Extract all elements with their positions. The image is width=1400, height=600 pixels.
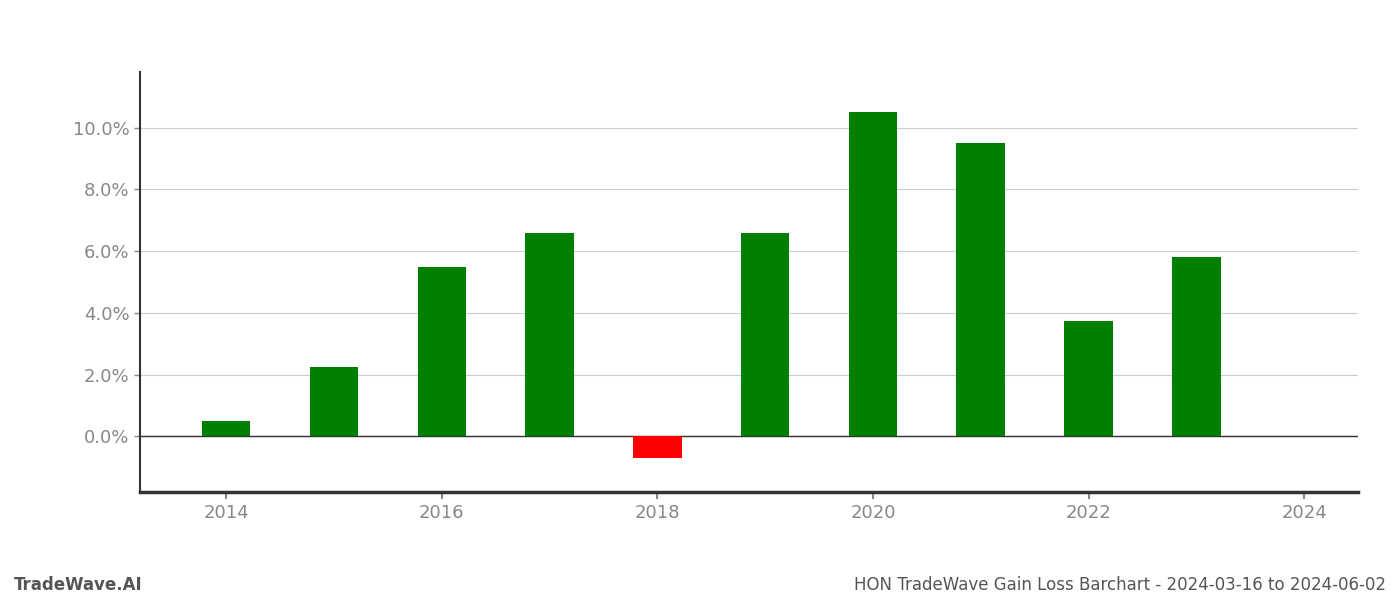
Bar <box>848 112 897 436</box>
Bar <box>1064 320 1113 436</box>
Text: TradeWave.AI: TradeWave.AI <box>14 576 143 594</box>
Bar <box>525 233 574 436</box>
Bar <box>309 367 358 436</box>
Bar <box>417 266 466 436</box>
Bar <box>1172 257 1221 436</box>
Text: HON TradeWave Gain Loss Barchart - 2024-03-16 to 2024-06-02: HON TradeWave Gain Loss Barchart - 2024-… <box>854 576 1386 594</box>
Bar <box>633 436 682 458</box>
Bar <box>956 143 1005 436</box>
Bar <box>741 233 790 436</box>
Bar <box>202 421 251 436</box>
